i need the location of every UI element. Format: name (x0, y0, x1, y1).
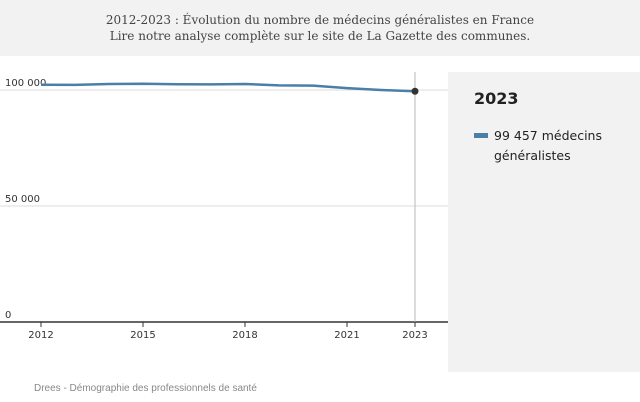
source-note: Drees - Démographie des professionnels d… (34, 383, 257, 394)
chart-header: 2012-2023 : Évolution du nombre de médec… (0, 0, 640, 56)
y-tick-label: 0 (5, 310, 11, 321)
y-tick-label: 100 000 (5, 78, 46, 89)
line-chart[interactable]: 0 50 000 100 000 2012 2015 2018 2021 2023 (0, 56, 448, 376)
y-tick-label: 50 000 (5, 194, 40, 205)
highlight-marker (411, 87, 419, 95)
x-tick-label: 2015 (130, 330, 155, 341)
legend-swatch (474, 133, 488, 138)
tooltip-panel: 2023 99 457 médecins généralistes (448, 72, 640, 372)
chart-subtitle-link[interactable]: Lire notre analyse complète sur le site … (109, 29, 531, 43)
series-line (40, 82, 416, 93)
chart-area[interactable]: 0 50 000 100 000 2012 2015 2018 2021 2023 (0, 56, 448, 376)
x-tick-label: 2021 (334, 330, 359, 341)
x-tick-label: 2012 (28, 330, 53, 341)
x-tick-label: 2023 (402, 330, 427, 341)
tooltip-value: 99 457 médecins généralistes (494, 128, 602, 163)
x-tick-label: 2018 (232, 330, 257, 341)
tooltip-year: 2023 (474, 89, 519, 108)
chart-title: 2012-2023 : Évolution du nombre de médec… (105, 13, 535, 27)
